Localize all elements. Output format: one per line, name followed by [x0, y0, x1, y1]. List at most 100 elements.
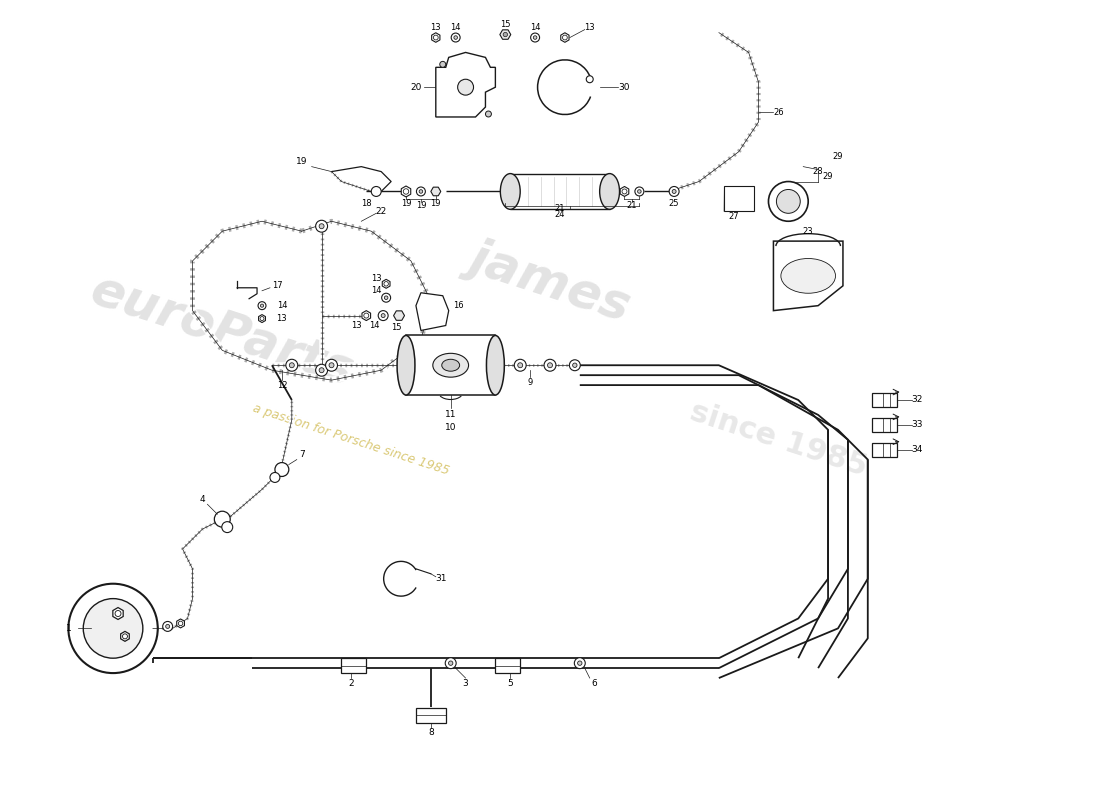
- Ellipse shape: [432, 354, 469, 377]
- Text: 20: 20: [410, 82, 421, 92]
- Circle shape: [570, 360, 581, 370]
- Polygon shape: [773, 241, 843, 310]
- Ellipse shape: [442, 359, 460, 371]
- Text: 13: 13: [584, 23, 595, 32]
- Text: 14: 14: [450, 23, 461, 32]
- Text: 22: 22: [375, 207, 387, 216]
- Circle shape: [261, 304, 264, 307]
- Circle shape: [372, 186, 382, 197]
- Text: 24: 24: [554, 210, 565, 218]
- Circle shape: [419, 190, 422, 194]
- Text: 15: 15: [500, 20, 510, 29]
- Circle shape: [319, 224, 324, 229]
- Polygon shape: [121, 631, 130, 642]
- Circle shape: [515, 359, 526, 371]
- Text: 21: 21: [627, 201, 637, 210]
- Polygon shape: [416, 293, 449, 330]
- Text: 14: 14: [368, 321, 379, 330]
- Bar: [871, 418, 896, 432]
- Circle shape: [586, 76, 593, 82]
- Text: 29: 29: [833, 152, 844, 162]
- Text: 2: 2: [349, 678, 354, 687]
- Text: 14: 14: [530, 23, 540, 32]
- Text: 16: 16: [453, 301, 464, 310]
- Circle shape: [275, 462, 289, 477]
- Circle shape: [449, 661, 453, 666]
- Text: 26: 26: [773, 107, 783, 117]
- Circle shape: [440, 62, 446, 67]
- Text: 3: 3: [463, 678, 469, 687]
- Text: euroParts: euroParts: [85, 266, 360, 396]
- Text: 13: 13: [351, 321, 362, 330]
- Circle shape: [222, 522, 233, 533]
- Circle shape: [378, 310, 388, 321]
- Text: 14: 14: [276, 301, 287, 310]
- Polygon shape: [620, 186, 629, 197]
- Bar: [341, 658, 366, 673]
- Circle shape: [384, 296, 388, 299]
- Circle shape: [638, 190, 641, 194]
- Circle shape: [669, 186, 679, 197]
- Bar: [510, 174, 609, 210]
- Circle shape: [163, 622, 173, 631]
- Circle shape: [382, 314, 385, 318]
- Bar: [871, 393, 896, 407]
- Polygon shape: [499, 30, 510, 39]
- Circle shape: [289, 362, 295, 368]
- Text: 4: 4: [199, 495, 206, 504]
- Polygon shape: [258, 314, 265, 322]
- Circle shape: [84, 598, 143, 658]
- Text: 32: 32: [912, 395, 923, 405]
- Text: 19: 19: [400, 199, 411, 208]
- Text: 15: 15: [390, 323, 402, 332]
- Circle shape: [573, 363, 578, 367]
- Text: 5: 5: [507, 678, 514, 687]
- Circle shape: [68, 584, 157, 673]
- Polygon shape: [431, 187, 441, 196]
- Text: 13: 13: [371, 274, 382, 283]
- Text: 31: 31: [434, 574, 447, 583]
- Polygon shape: [402, 186, 410, 197]
- Ellipse shape: [781, 258, 836, 294]
- Circle shape: [270, 473, 279, 482]
- Circle shape: [578, 661, 582, 666]
- Text: 10: 10: [444, 423, 456, 432]
- Circle shape: [544, 359, 556, 371]
- Polygon shape: [436, 53, 495, 117]
- Text: 27: 27: [728, 212, 739, 221]
- Circle shape: [530, 33, 540, 42]
- Circle shape: [777, 190, 800, 214]
- Circle shape: [382, 294, 390, 302]
- Bar: [724, 186, 754, 211]
- Circle shape: [451, 33, 460, 42]
- Text: 11: 11: [444, 410, 456, 419]
- Bar: [495, 658, 520, 673]
- Text: 19: 19: [296, 157, 308, 166]
- Text: james: james: [463, 232, 637, 330]
- Polygon shape: [177, 619, 185, 628]
- Text: 21: 21: [554, 204, 565, 213]
- Text: 18: 18: [361, 199, 372, 208]
- Circle shape: [518, 362, 522, 368]
- Circle shape: [458, 79, 473, 95]
- Text: 33: 33: [912, 420, 923, 430]
- Text: 9: 9: [528, 378, 532, 386]
- Circle shape: [286, 359, 298, 371]
- Text: 1: 1: [66, 624, 72, 633]
- Polygon shape: [383, 279, 390, 288]
- Text: 13: 13: [276, 314, 287, 323]
- Text: 23: 23: [803, 226, 814, 236]
- Polygon shape: [362, 310, 371, 321]
- Circle shape: [417, 187, 426, 196]
- Circle shape: [454, 36, 458, 39]
- Polygon shape: [431, 33, 440, 42]
- Circle shape: [503, 32, 507, 37]
- Text: 19: 19: [430, 199, 441, 208]
- Circle shape: [166, 625, 169, 629]
- Circle shape: [574, 658, 585, 669]
- Circle shape: [319, 368, 324, 373]
- Circle shape: [329, 362, 334, 368]
- Circle shape: [485, 111, 492, 117]
- Circle shape: [326, 359, 338, 371]
- Circle shape: [214, 511, 230, 527]
